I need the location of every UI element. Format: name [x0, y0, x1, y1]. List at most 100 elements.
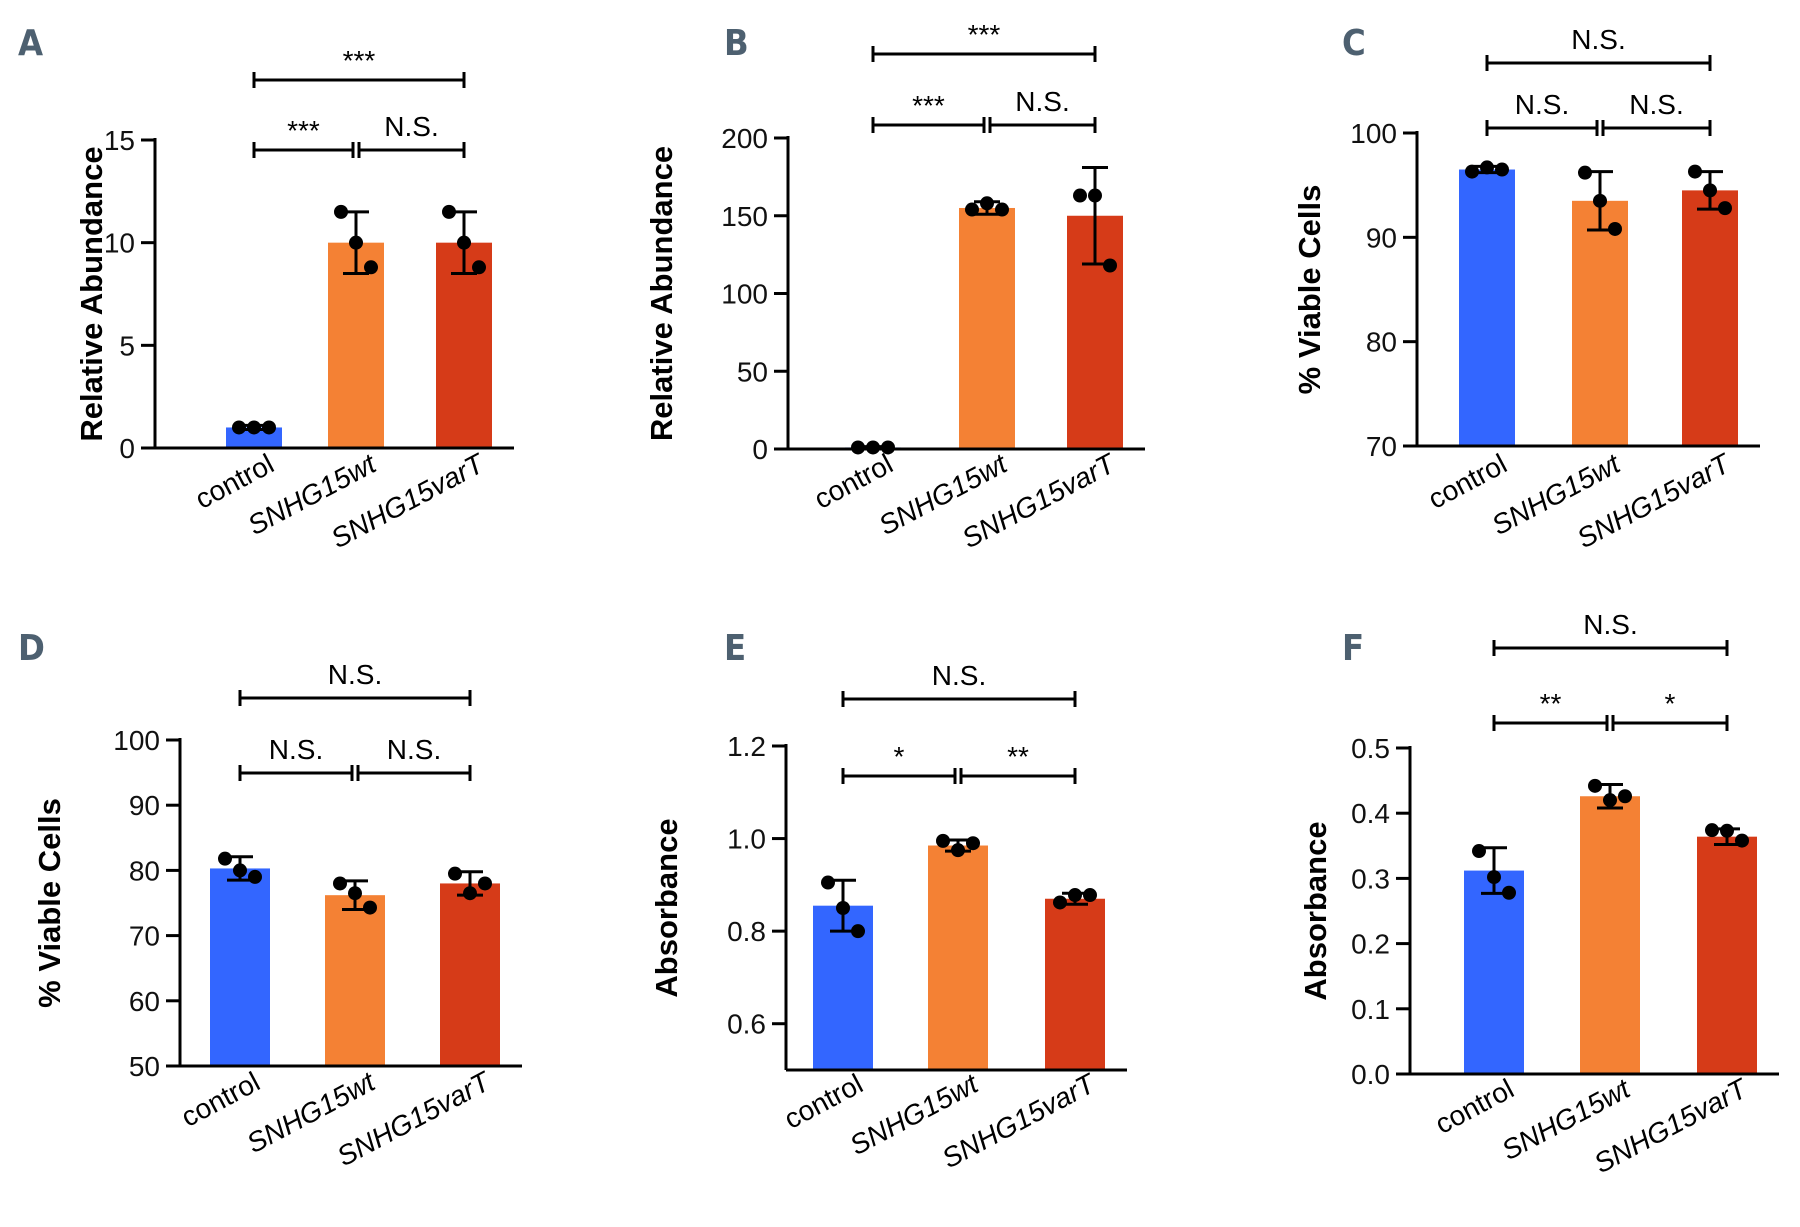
bar-wt: [928, 845, 988, 1070]
significance-label: ***: [912, 90, 945, 121]
significance-label: ***: [343, 45, 376, 76]
data-point: [218, 851, 232, 866]
category-label: control: [176, 1066, 265, 1133]
data-point: [348, 886, 362, 901]
y-tick-label: 0: [752, 434, 768, 465]
panel-letter: B: [724, 23, 749, 64]
data-point: [478, 876, 492, 891]
significance-bracket: [357, 142, 466, 158]
significance-bracket: [1601, 120, 1712, 136]
data-point: [851, 924, 865, 939]
significance-label: N.S.: [384, 111, 438, 142]
bar-wt: [959, 207, 1015, 449]
data-point: [1720, 823, 1734, 838]
data-point: [1465, 164, 1479, 179]
significance-label: N.S.: [387, 734, 441, 765]
data-point: [1578, 165, 1592, 180]
y-tick-label: 10: [104, 228, 135, 259]
significance-label: N.S.: [932, 660, 986, 691]
y-tick-label: 100: [113, 725, 160, 756]
y-tick-label: 0.1: [1351, 994, 1390, 1025]
y-axis-label: Absorbance: [1298, 821, 1333, 1000]
y-tick-label: 0.5: [1351, 733, 1390, 764]
bar-control: [210, 868, 270, 1066]
significance-bracket: [988, 117, 1097, 133]
significance-bracket: [252, 72, 466, 88]
y-tick-label: 50: [737, 356, 768, 387]
significance-label: N.S.: [1571, 24, 1625, 55]
data-point: [463, 886, 477, 901]
bar-wt: [1572, 200, 1628, 446]
significance-bracket: [871, 46, 1097, 62]
significance-bracket: [871, 117, 986, 133]
y-tick-label: 70: [1366, 431, 1397, 462]
y-axis-label: % Viable Cells: [1292, 185, 1327, 395]
y-tick-label: 80: [1366, 327, 1397, 358]
data-point: [333, 876, 347, 891]
significance-bracket: [252, 142, 355, 158]
y-tick-label: 70: [129, 921, 160, 952]
y-tick-label: 0.4: [1351, 798, 1390, 829]
data-point: [248, 869, 262, 884]
y-tick-label: 90: [129, 790, 160, 821]
data-point: [1603, 793, 1617, 808]
significance-bracket: [1492, 640, 1729, 656]
y-tick-label: 80: [129, 855, 160, 886]
panel-letter: C: [1342, 23, 1366, 64]
data-point: [1688, 164, 1702, 179]
significance-bracket: [841, 691, 1077, 707]
data-point: [1083, 888, 1097, 903]
y-tick-label: 100: [721, 279, 768, 310]
category-label: control: [779, 1068, 868, 1135]
y-axis-label: Relative Abundance: [644, 146, 679, 441]
y-tick-label: 0.0: [1351, 1059, 1390, 1090]
significance-label: N.S.: [1515, 89, 1569, 120]
data-point: [821, 875, 835, 890]
y-tick-label: 0: [119, 433, 135, 464]
y-axis-label: Absorbance: [649, 818, 684, 997]
bar-vart: [1682, 190, 1738, 446]
data-point: [364, 260, 378, 275]
panel-letter: D: [18, 628, 45, 669]
significance-bracket: [1485, 120, 1599, 136]
bar-wt: [1580, 796, 1640, 1074]
category-label: control: [1423, 448, 1512, 515]
data-point: [1735, 833, 1749, 848]
y-tick-label: 100: [1350, 118, 1397, 149]
category-label: control: [1430, 1073, 1519, 1140]
data-point: [951, 843, 965, 858]
data-point: [1705, 823, 1719, 838]
data-point: [966, 836, 980, 851]
data-point: [247, 420, 261, 435]
chart-panel-f: FAbsorbance0.00.10.20.30.40.5controlSNHG…: [1298, 609, 1779, 1179]
significance-label: **: [1540, 688, 1562, 719]
data-point: [980, 196, 994, 211]
significance-bracket: [238, 690, 472, 706]
significance-label: N.S.: [1015, 86, 1069, 117]
data-point: [1103, 258, 1117, 273]
bar-vart: [1697, 836, 1757, 1074]
panel-letter: A: [18, 23, 43, 64]
bar-vart: [440, 883, 500, 1066]
data-point: [363, 900, 377, 915]
data-point: [1593, 193, 1607, 208]
significance-bracket: [356, 765, 472, 781]
bar-control: [1459, 169, 1515, 446]
panel-letter: F: [1342, 628, 1364, 669]
data-point: [1053, 895, 1067, 910]
y-axis-label: % Viable Cells: [32, 798, 67, 1008]
data-point: [836, 901, 850, 915]
significance-label: ***: [287, 115, 320, 146]
significance-bracket: [1611, 715, 1729, 731]
data-point: [936, 833, 950, 848]
significance-bracket: [1485, 55, 1712, 71]
significance-label: N.S.: [328, 659, 382, 690]
y-tick-label: 200: [721, 123, 768, 154]
y-tick-label: 0.2: [1351, 929, 1390, 960]
y-tick-label: 60: [129, 986, 160, 1017]
y-tick-label: 0.3: [1351, 863, 1390, 894]
data-point: [1472, 844, 1486, 859]
significance-bracket: [238, 765, 354, 781]
data-point: [1495, 162, 1509, 177]
